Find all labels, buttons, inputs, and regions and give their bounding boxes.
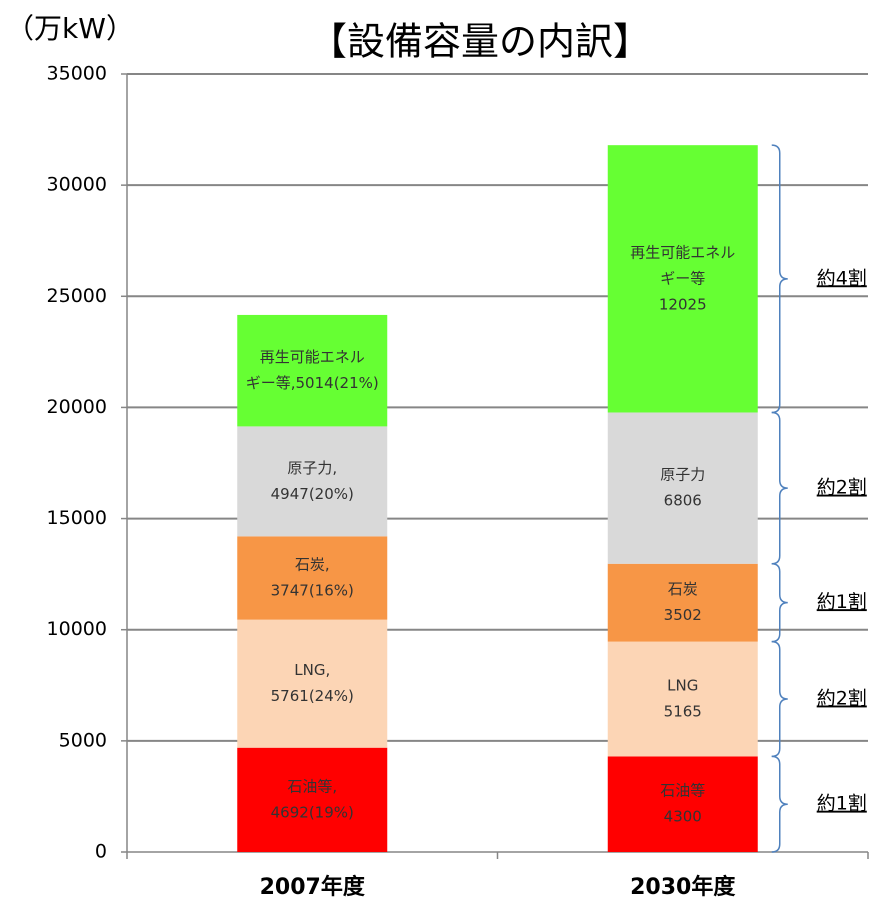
y-tick-label: 5000	[59, 729, 107, 751]
bar-segment	[237, 426, 388, 537]
y-tick-label: 0	[95, 841, 107, 863]
data-label: 石炭	[668, 580, 698, 598]
y-tick-label: 15000	[47, 507, 107, 529]
bar-segment	[607, 641, 758, 757]
bar-segment	[607, 145, 758, 413]
data-label: 3747(16%)	[271, 581, 354, 599]
y-tick-label: 35000	[47, 63, 107, 85]
bar-segment	[237, 747, 388, 852]
y-tick-label: 20000	[47, 396, 107, 418]
data-label: 5165	[664, 703, 702, 721]
x-tick-label: 2030年度	[630, 874, 736, 900]
brace	[771, 411, 788, 565]
bar-segment	[237, 536, 388, 620]
y-tick-label: 25000	[47, 285, 107, 307]
brace	[771, 755, 788, 853]
annotation: 約1割	[817, 793, 867, 815]
brace	[771, 144, 788, 414]
brace	[771, 640, 788, 758]
data-label: 石炭,	[295, 555, 330, 573]
data-label: ギー等	[660, 269, 705, 287]
data-label: 5761(24%)	[271, 687, 354, 705]
data-label: LNG,	[294, 661, 330, 679]
bar-segment	[607, 756, 758, 852]
data-label: 原子力,	[287, 459, 337, 477]
data-label: 原子力	[660, 466, 705, 484]
data-label: 4300	[664, 808, 702, 826]
annotation: 約2割	[817, 688, 867, 710]
data-label: 6806	[664, 492, 702, 510]
annotation: 約2割	[817, 477, 867, 499]
bar-segment	[607, 563, 758, 642]
data-label: LNG	[667, 677, 698, 695]
chart-title: 【設備容量の内訳】	[309, 20, 651, 64]
data-label: ギー等,5014(21%)	[246, 374, 379, 392]
annotation: 約1割	[817, 591, 867, 613]
data-label: 3502	[664, 606, 702, 624]
bar-segment	[237, 314, 388, 427]
bar-segment	[607, 412, 758, 564]
data-label: 12025	[659, 295, 707, 313]
y-tick-label: 10000	[47, 618, 107, 640]
data-label: 再生可能エネル	[260, 348, 365, 366]
data-label: 石油等	[660, 782, 705, 800]
annotation: 約4割	[817, 267, 867, 289]
data-label: 4947(20%)	[271, 485, 354, 503]
data-label: 石油等,	[287, 777, 337, 795]
x-tick-label: 2007年度	[260, 874, 366, 900]
data-label: 再生可能エネル	[630, 243, 735, 261]
bar-segment	[237, 619, 388, 748]
y-tick-label: 30000	[47, 174, 107, 196]
brace	[771, 563, 788, 643]
y-axis-label: （万kW）	[6, 12, 134, 45]
data-label: 4692(19%)	[271, 803, 354, 821]
